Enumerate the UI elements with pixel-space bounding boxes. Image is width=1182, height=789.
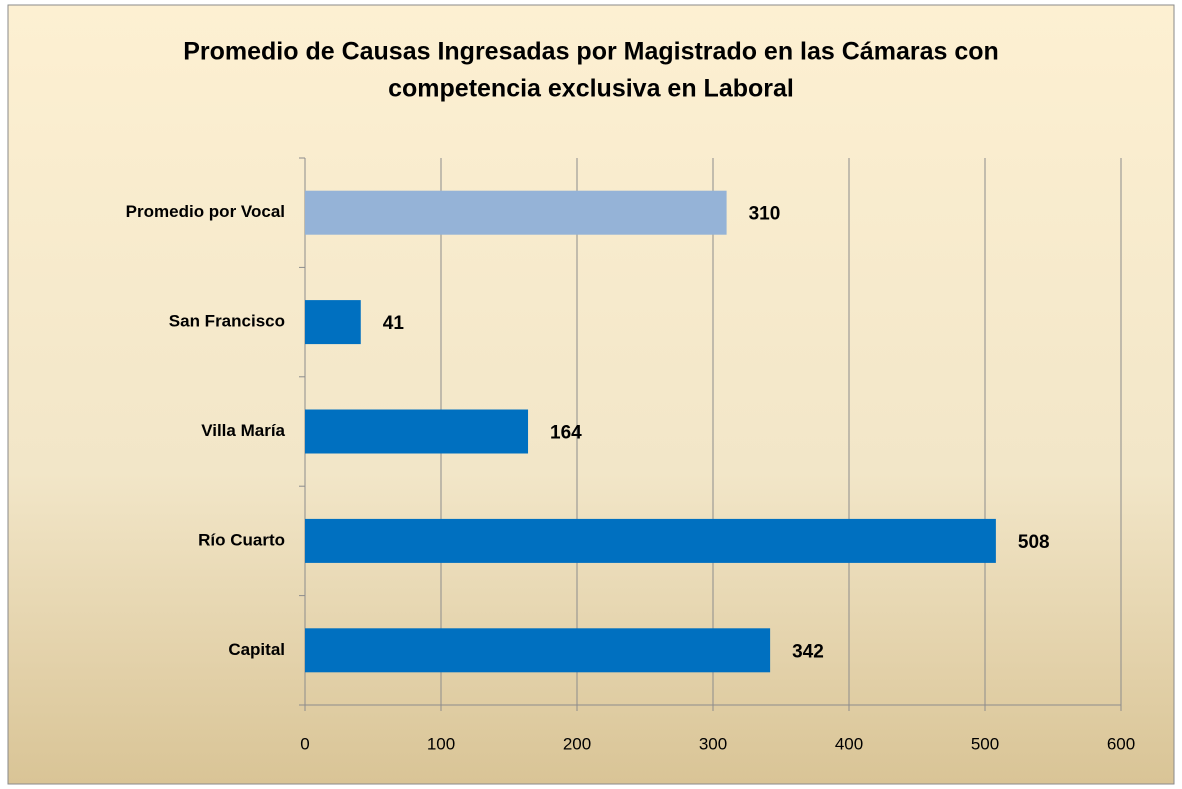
x-tick-label: 200: [563, 734, 591, 753]
chart-title: competencia exclusiva en Laboral: [388, 75, 794, 103]
category-label: Capital: [228, 640, 285, 659]
x-tick-label: 500: [971, 734, 999, 753]
value-label: 41: [383, 313, 405, 334]
x-tick-label: 400: [835, 734, 863, 753]
x-tick-label: 300: [699, 734, 727, 753]
category-label: Río Cuarto: [198, 530, 285, 549]
x-tick-label: 600: [1107, 734, 1135, 753]
value-label: 508: [1018, 532, 1050, 553]
x-tick-label: 100: [427, 734, 455, 753]
x-tick-label: 0: [300, 734, 309, 753]
category-label: Villa María: [201, 421, 285, 440]
bar: [305, 300, 361, 345]
bar: [305, 628, 771, 673]
bar: [305, 409, 529, 454]
value-label: 164: [550, 423, 582, 444]
value-label: 310: [749, 204, 781, 225]
value-label: 342: [792, 641, 824, 662]
bar: [305, 190, 727, 235]
category-label: San Francisco: [169, 312, 285, 331]
category-label: Promedio por Vocal: [126, 202, 285, 221]
chart-title: Promedio de Causas Ingresadas por Magist…: [183, 38, 999, 66]
bar: [305, 518, 996, 563]
